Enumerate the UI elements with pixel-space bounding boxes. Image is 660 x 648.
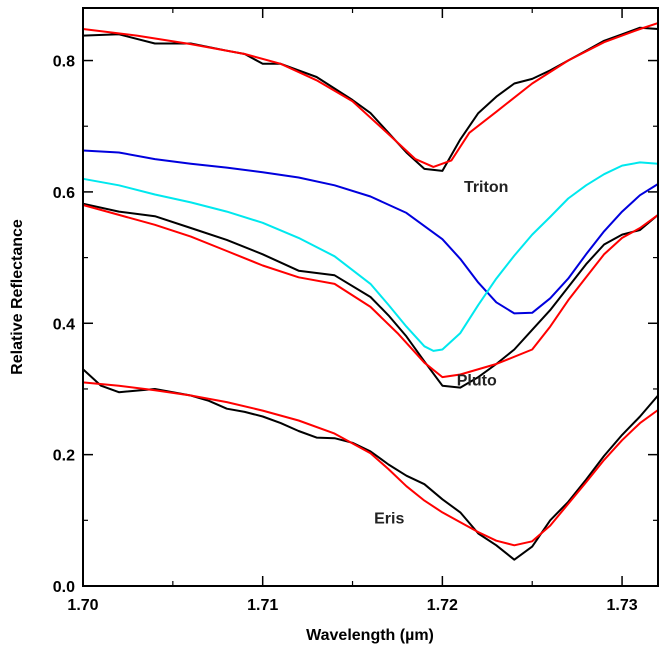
ticks-layer — [82, 8, 658, 587]
series-line-1 — [82, 22, 659, 168]
series-layer — [82, 22, 659, 561]
series-line-6 — [82, 368, 659, 561]
series-line-0 — [82, 26, 659, 172]
annotation-eris: Eris — [374, 511, 404, 528]
series-line-4 — [82, 202, 659, 389]
labels-layer: 1.70 1.71 1.72 1.73 0.0 0.2 0.4 0.6 0.8 — [53, 54, 638, 614]
y-tick-label: 0.8 — [53, 54, 75, 71]
series-line-5 — [82, 204, 659, 379]
y-axis-title: Relative Reflectance — [9, 219, 26, 375]
x-tick-label: 1.70 — [67, 597, 98, 614]
x-tick-label: 1.73 — [606, 597, 637, 614]
annotation-layer: Triton Pluto Eris — [374, 179, 508, 528]
plot-frame — [82, 7, 659, 587]
series-line-2 — [82, 149, 659, 315]
y-tick-label: 0.6 — [53, 185, 75, 202]
x-tick-label: 1.71 — [247, 597, 278, 614]
y-tick-label: 0.2 — [53, 448, 75, 465]
x-axis-title: Wavelength (µm) — [306, 627, 434, 644]
y-tick-label: 0.0 — [53, 579, 75, 596]
series-line-7 — [82, 381, 659, 547]
series-line-3 — [82, 161, 659, 352]
annotation-triton: Triton — [464, 179, 508, 196]
x-tick-label: 1.72 — [427, 597, 458, 614]
annotation-pluto: Pluto — [457, 373, 497, 390]
y-tick-label: 0.4 — [53, 316, 75, 333]
